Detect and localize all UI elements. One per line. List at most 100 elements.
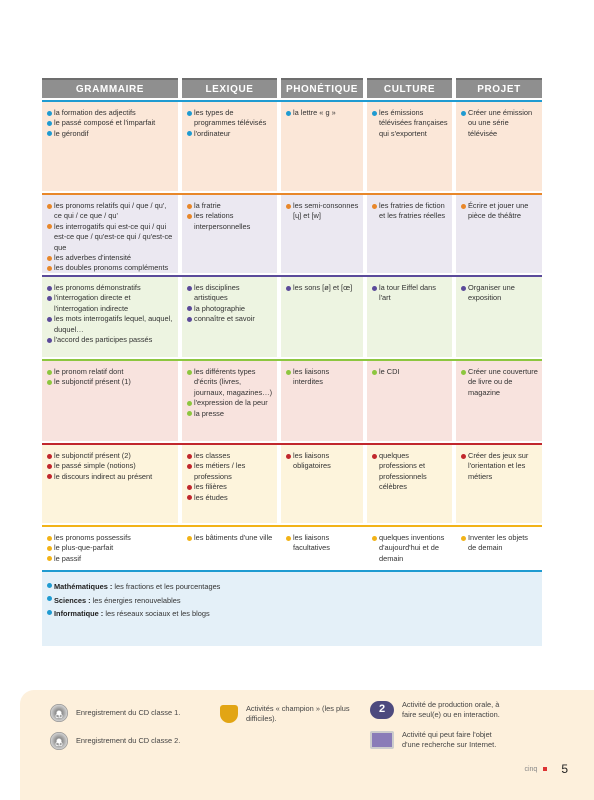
cell: la fratrie les relations interpersonnelle… (182, 195, 277, 273)
item: la fratrie (187, 201, 273, 211)
cell: les différents types d'écrits (livres, j… (182, 361, 277, 441)
cell: le CDI (367, 361, 452, 441)
item: le subjonctif présent (2) (47, 451, 174, 461)
cell: la tour Eiffel dans l'art (367, 277, 452, 357)
item: les émissions télévisées françaises qui … (372, 108, 448, 139)
item: Sciences : les énergies renouvelables (47, 594, 537, 608)
legend-entry: 2 Activité de production orale, à faire s… (370, 700, 502, 719)
item: les sons [ø] et [œ] (286, 283, 359, 293)
legend-icon (370, 730, 394, 749)
item: le passif (47, 554, 174, 564)
legend-entry: Activités « champion » (les plus diffici… (220, 704, 356, 723)
item: le subjonctif présent (1) (47, 377, 174, 387)
item: les classes (187, 451, 273, 461)
legend-text: Enregistrement du CD classe 1. (76, 708, 181, 718)
item: quelques professions et professionnels c… (372, 451, 448, 493)
legend-text: Activité de production orale, à faire se… (402, 700, 500, 719)
unit-row: le subjonctif présent (2) le passé simple… (42, 443, 542, 523)
item: Écrire et jouer une pièce de théâtre (461, 201, 538, 222)
item: le plus-que-parfait (47, 543, 174, 553)
page-marker (543, 767, 548, 771)
cell: les pronoms relatifs qui / que / qu', ce… (42, 195, 178, 273)
cell: Créer une émission ou une série télévisé… (456, 102, 542, 191)
cell: les classes les métiers / les professions… (182, 445, 277, 523)
item: Créer des jeux sur l'orientation et les … (461, 451, 538, 482)
item: connaître et savoir (187, 314, 273, 324)
item: les disciplines artistiques (187, 283, 273, 304)
item: l'ordinateur (187, 129, 273, 139)
contents-table: GRAMMAIRE LEXIQUE PHONÉTIQUE CULTURE PROJET … (42, 78, 542, 647)
item: les pronoms possessifs (47, 533, 174, 543)
unit-row: les pronoms possessifs le plus-que-parfai… (42, 525, 542, 568)
item: le pronom relatif dont (47, 367, 174, 377)
item: les doubles pronoms compléments (47, 263, 174, 273)
column-header: GRAMMAIRE (42, 78, 178, 98)
cell: Créer des jeux sur l'orientation et les … (456, 445, 542, 523)
cell: la formation des adjectifs le passé compo… (42, 102, 178, 191)
cell: les liaisons facultatives (281, 527, 363, 568)
item: le passé simple (notions) (47, 461, 174, 471)
item: Organiser une exposition (461, 283, 538, 304)
legend-icon (220, 704, 238, 723)
cell: Inventer les objets de demain (456, 527, 542, 568)
column-header: PHONÉTIQUE (281, 78, 363, 98)
page-word: cinq (524, 765, 538, 773)
item: l'accord des participes passés (47, 335, 174, 345)
topic: les fractions et les pourcentages (114, 582, 221, 592)
item: la photographie (187, 304, 273, 314)
item: le gérondif (47, 129, 174, 139)
item: la tour Eiffel dans l'art (372, 283, 448, 304)
topic: les réseaux sociaux et les blogs (105, 609, 210, 619)
legend-entry: CD Enregistrement du CD classe 1. (50, 704, 216, 722)
cell: les fratries de fiction et les fratries … (367, 195, 452, 273)
item: quelques inventions d'aujourd'hui et de … (372, 533, 448, 564)
cell: quelques professions et professionnels c… (367, 445, 452, 523)
item: les semi-consonnes [ɥ] et [w] (286, 201, 359, 222)
column-header: PROJET (456, 78, 542, 98)
item: les bâtiments d'une ville (187, 533, 273, 543)
legend-text: Enregistrement du CD classe 2. (76, 736, 181, 746)
cell: les pronoms démonstratifs l'interrogation… (42, 277, 178, 357)
item: Mathématiques : les fractions et les pou… (47, 580, 537, 594)
cell: les bâtiments d'une ville (182, 527, 277, 568)
cell: les sons [ø] et [œ] (281, 277, 363, 357)
cell: Créer une couverture de livre ou de maga… (456, 361, 542, 441)
item: les types de programmes télévisés (187, 108, 273, 129)
subject: Informatique : (54, 609, 104, 619)
item: Inventer les objets de demain (461, 533, 538, 554)
legend-icon: 2 (370, 700, 394, 719)
cell: les pronoms possessifs le plus-que-parfai… (42, 527, 178, 568)
item: les interrogatifs qui est-ce qui / qui e… (47, 222, 174, 253)
item: l'interrogation directe et l'interrogati… (47, 293, 174, 314)
cell: les disciplines artistiques la photograph… (182, 277, 277, 357)
item: la formation des adjectifs (47, 108, 174, 118)
item: les études (187, 493, 273, 503)
item: les fratries de fiction et les fratries … (372, 201, 448, 222)
item: les filières (187, 482, 273, 492)
item: le discours indirect au présent (47, 472, 174, 482)
unit-row: les pronoms démonstratifs l'interrogation… (42, 275, 542, 357)
page-number: cinq 5 (524, 762, 568, 776)
item: les pronoms démonstratifs (47, 283, 174, 293)
cell: Écrire et jouer une pièce de théâtre (456, 195, 542, 273)
cell: les semi-consonnes [ɥ] et [w] (281, 195, 363, 273)
item: la lettre « g » (286, 108, 359, 118)
item: les différents types d'écrits (livres, j… (187, 367, 273, 398)
item: le passé composé et l'imparfait (47, 118, 174, 128)
cell: les liaisons obligatoires (281, 445, 363, 523)
legend-icon: CD (50, 704, 68, 722)
unit-row: les pronoms relatifs qui / que / qu', ce… (42, 193, 542, 273)
subject: Sciences : (54, 595, 91, 605)
cell: le pronom relatif dont le subjonctif prés… (42, 361, 178, 441)
unit-row: la formation des adjectifs le passé compo… (42, 100, 542, 191)
item: Informatique : les réseaux sociaux et le… (47, 607, 537, 621)
topic: les énergies renouvelables (92, 595, 181, 605)
item: les mots interrogatifs lequel, auquel, d… (47, 314, 174, 335)
item: l'expression de la peur (187, 398, 273, 408)
cell: quelques inventions d'aujourd'hui et de … (367, 527, 452, 568)
page-digit: 5 (561, 762, 568, 776)
cell: le subjonctif présent (2) le passé simple… (42, 445, 178, 523)
legend-text: Activités « champion » (les plus diffici… (246, 704, 350, 723)
item: les relations interpersonnelles (187, 211, 273, 232)
